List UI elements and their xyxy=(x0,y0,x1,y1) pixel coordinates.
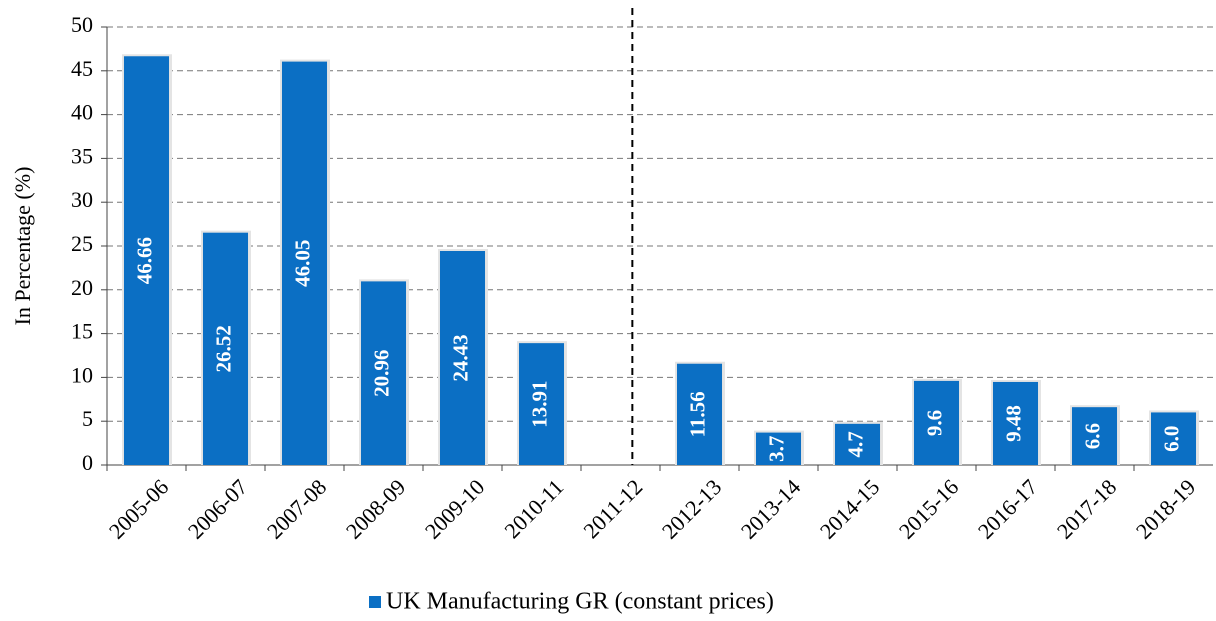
bar xyxy=(676,363,723,465)
y-tick-label: 5 xyxy=(82,406,93,431)
y-tick-label: 45 xyxy=(71,56,93,81)
x-tick-label: 2008-09 xyxy=(341,474,411,544)
x-tick-label: 2007-08 xyxy=(262,474,332,544)
y-tick-label: 25 xyxy=(71,231,93,256)
bar xyxy=(518,343,565,465)
y-tick-label: 30 xyxy=(71,187,93,212)
x-tick-label: 2011-12 xyxy=(578,474,647,543)
x-tick-label: 2006-07 xyxy=(183,474,253,544)
y-tick-label: 40 xyxy=(71,100,93,125)
x-tick-label: 2012-13 xyxy=(657,474,727,544)
data-label: 46.66 xyxy=(132,237,156,284)
bar xyxy=(913,380,960,465)
data-label: 9.48 xyxy=(1001,405,1025,442)
data-label: 3.7 xyxy=(764,436,788,462)
y-tick-label: 35 xyxy=(71,143,93,168)
legend-label: UK Manufacturing GR (constant prices) xyxy=(386,589,774,615)
y-tick-label: 20 xyxy=(71,275,93,300)
bar xyxy=(123,56,170,466)
bar xyxy=(360,281,407,465)
y-tick-label: 0 xyxy=(82,450,93,475)
bar xyxy=(755,432,802,465)
data-label: 9.6 xyxy=(922,410,946,436)
x-tick-label: 2015-16 xyxy=(894,474,964,544)
data-label: 20.96 xyxy=(369,350,393,397)
y-tick-label: 50 xyxy=(71,12,93,37)
x-tick-label: 2009-10 xyxy=(420,474,490,544)
bar xyxy=(834,423,881,465)
x-tick-label: 2014-15 xyxy=(815,474,885,544)
data-label: 24.43 xyxy=(448,334,472,381)
x-tick-label: 2016-17 xyxy=(973,474,1043,544)
y-tick-label: 10 xyxy=(71,362,93,387)
legend-swatch xyxy=(369,596,381,608)
x-tick-label: 2018-19 xyxy=(1131,474,1201,544)
bar xyxy=(281,61,328,466)
bar xyxy=(439,250,486,465)
bar xyxy=(992,381,1039,465)
y-axis-label: In Percentage (%) xyxy=(10,167,35,326)
bar xyxy=(1071,407,1118,465)
x-tick-label: 2017-18 xyxy=(1052,474,1122,544)
x-tick-label: 2010-11 xyxy=(499,474,568,543)
bar xyxy=(202,232,249,465)
x-tick-label: 2005-06 xyxy=(104,474,174,544)
data-label: 26.52 xyxy=(211,325,235,372)
data-label: 6.0 xyxy=(1159,426,1183,452)
y-tick-label: 15 xyxy=(71,319,93,344)
data-label: 11.56 xyxy=(685,391,709,437)
data-label: 4.7 xyxy=(843,431,867,457)
x-tick-label: 2013-14 xyxy=(736,474,806,544)
bar xyxy=(1150,412,1197,465)
data-label: 46.05 xyxy=(290,240,314,287)
data-label: 13.91 xyxy=(527,380,551,427)
data-label: 6.6 xyxy=(1080,423,1104,449)
